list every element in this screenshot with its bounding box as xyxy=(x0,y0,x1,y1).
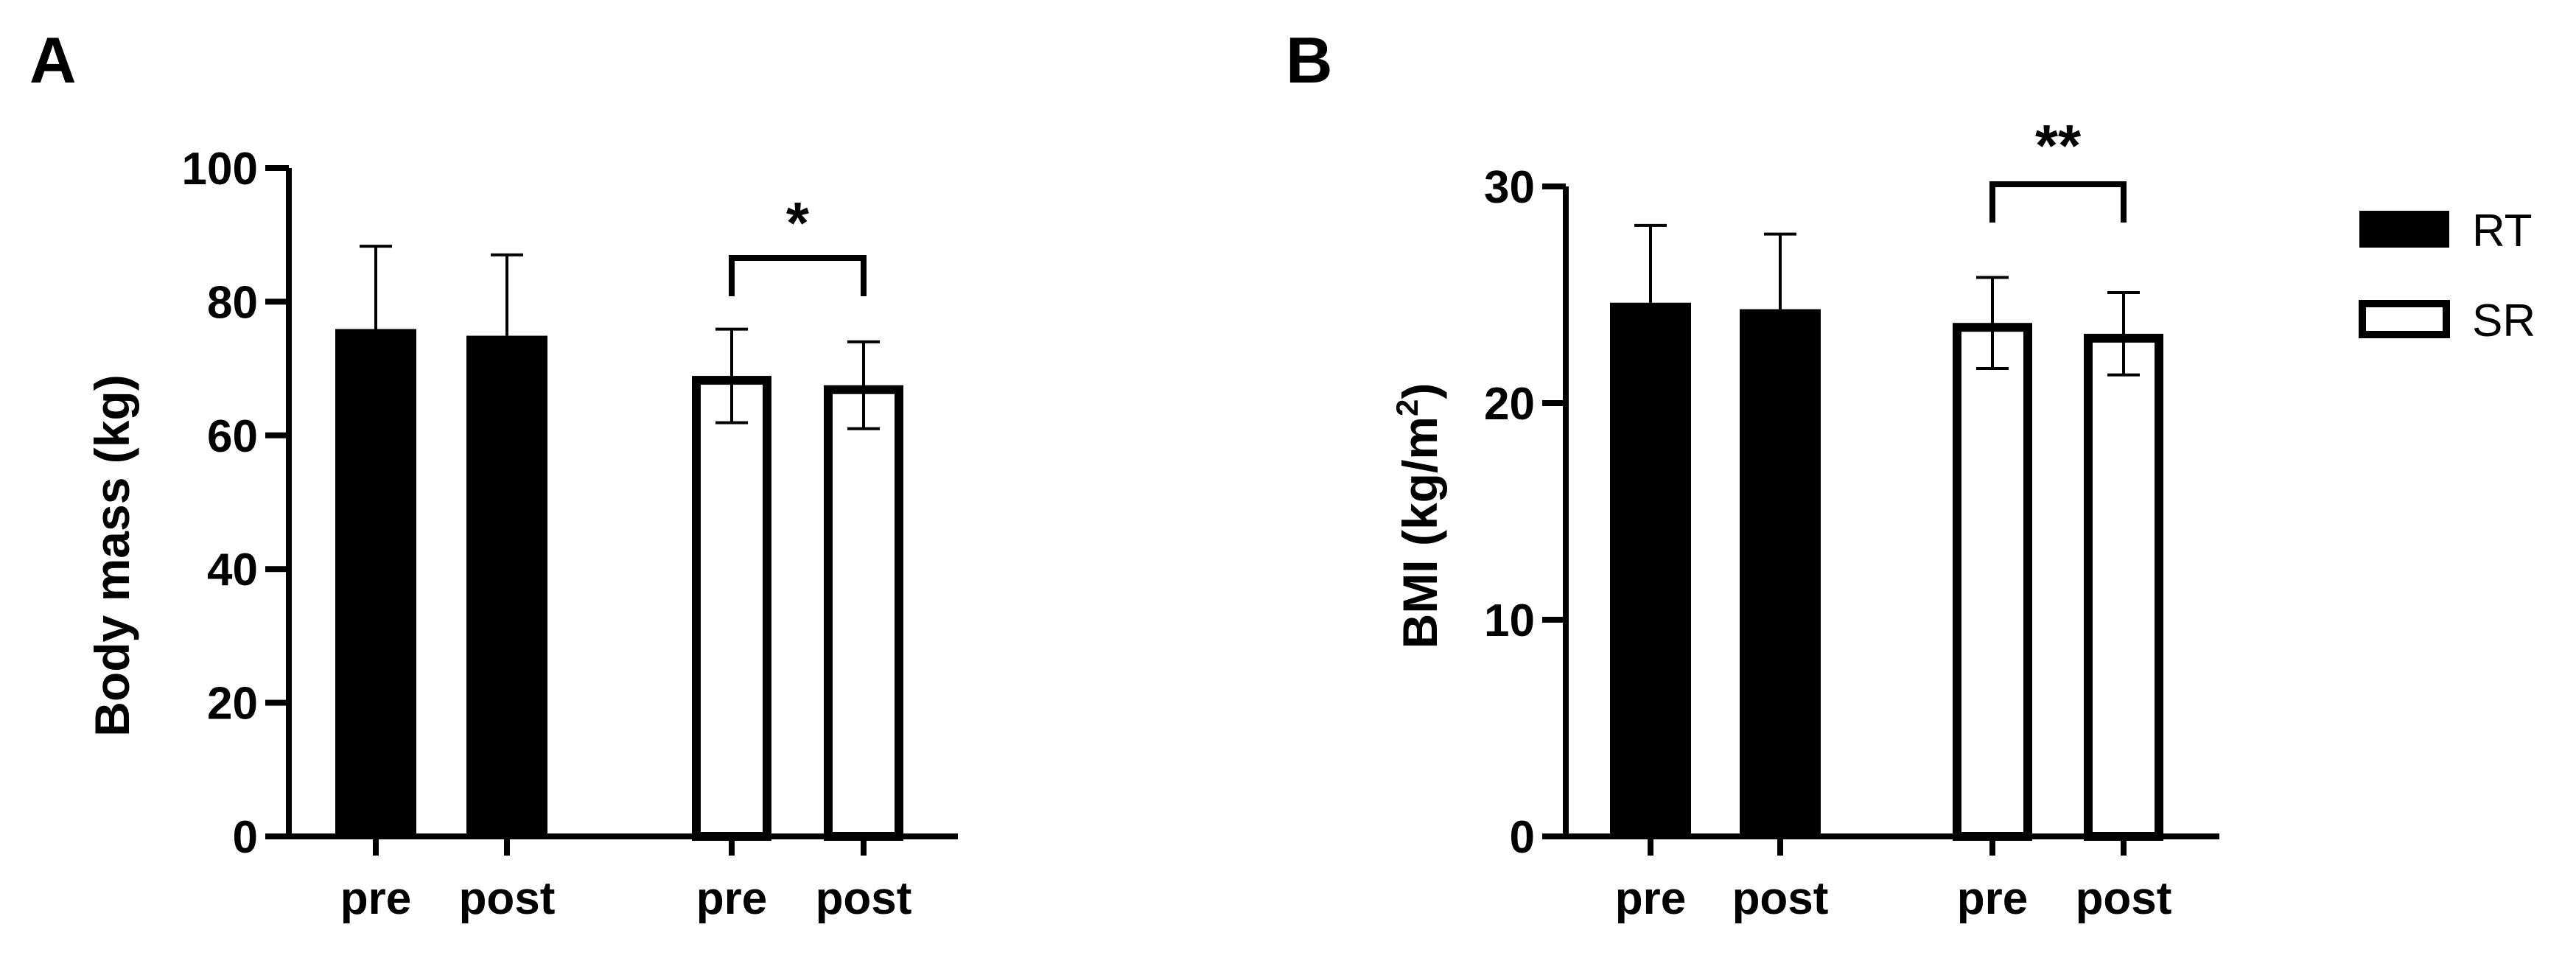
legend-label-rt: RT xyxy=(2472,206,2533,256)
panel-a-letter: A xyxy=(29,24,77,97)
category-label: pre xyxy=(340,873,411,924)
legend: RT SR xyxy=(2359,206,2535,346)
panel-b-y-axis-title: BMI (kg/m2) xyxy=(1390,383,1447,649)
panel-b-y-axis-title-main: BMI (kg/m xyxy=(1393,416,1447,648)
y-tick-label: 20 xyxy=(207,679,258,730)
y-tick-label: 80 xyxy=(207,277,258,328)
bar-sr xyxy=(824,385,903,841)
category-label: post xyxy=(816,873,912,924)
y-tick-label: 10 xyxy=(1484,595,1535,646)
legend-swatch-rt xyxy=(2359,211,2449,248)
legend-label-sr: SR xyxy=(2472,296,2535,346)
y-tick-label: 40 xyxy=(207,545,258,595)
y-tick-label: 30 xyxy=(1484,162,1535,213)
panel-b-y-axis-title-end: ) xyxy=(1393,383,1447,399)
y-tick-label: 0 xyxy=(1510,812,1535,863)
bar-sr xyxy=(692,376,771,841)
category-label: post xyxy=(2076,873,2172,924)
panel-b-y-axis-title-superscript: 2 xyxy=(1390,399,1424,416)
significance-marker: ** xyxy=(2035,113,2082,178)
panel-b-letter: B xyxy=(1286,24,1333,97)
y-tick-label: 100 xyxy=(182,144,258,195)
bar-rt xyxy=(335,329,416,837)
significance-bracket xyxy=(729,255,867,296)
bar-sr xyxy=(1953,323,2032,842)
significance-bracket xyxy=(1989,181,2127,223)
category-label: post xyxy=(1732,873,1829,924)
category-label: pre xyxy=(1957,873,2028,924)
panel-a-y-axis-title: Body mass (kg) xyxy=(85,374,139,736)
y-tick-label: 0 xyxy=(233,812,258,863)
legend-swatch-sr xyxy=(2359,300,2450,338)
category-label: pre xyxy=(1615,873,1686,924)
y-tick-label: 20 xyxy=(1484,379,1535,430)
significance-marker: * xyxy=(786,190,810,256)
bar-sr xyxy=(2084,333,2163,842)
bar-rt xyxy=(1610,302,1691,837)
category-label: pre xyxy=(696,873,767,924)
category-label: post xyxy=(459,873,556,924)
y-tick-label: 60 xyxy=(207,411,258,462)
bar-rt xyxy=(1740,309,1821,837)
bar-rt xyxy=(466,335,547,837)
